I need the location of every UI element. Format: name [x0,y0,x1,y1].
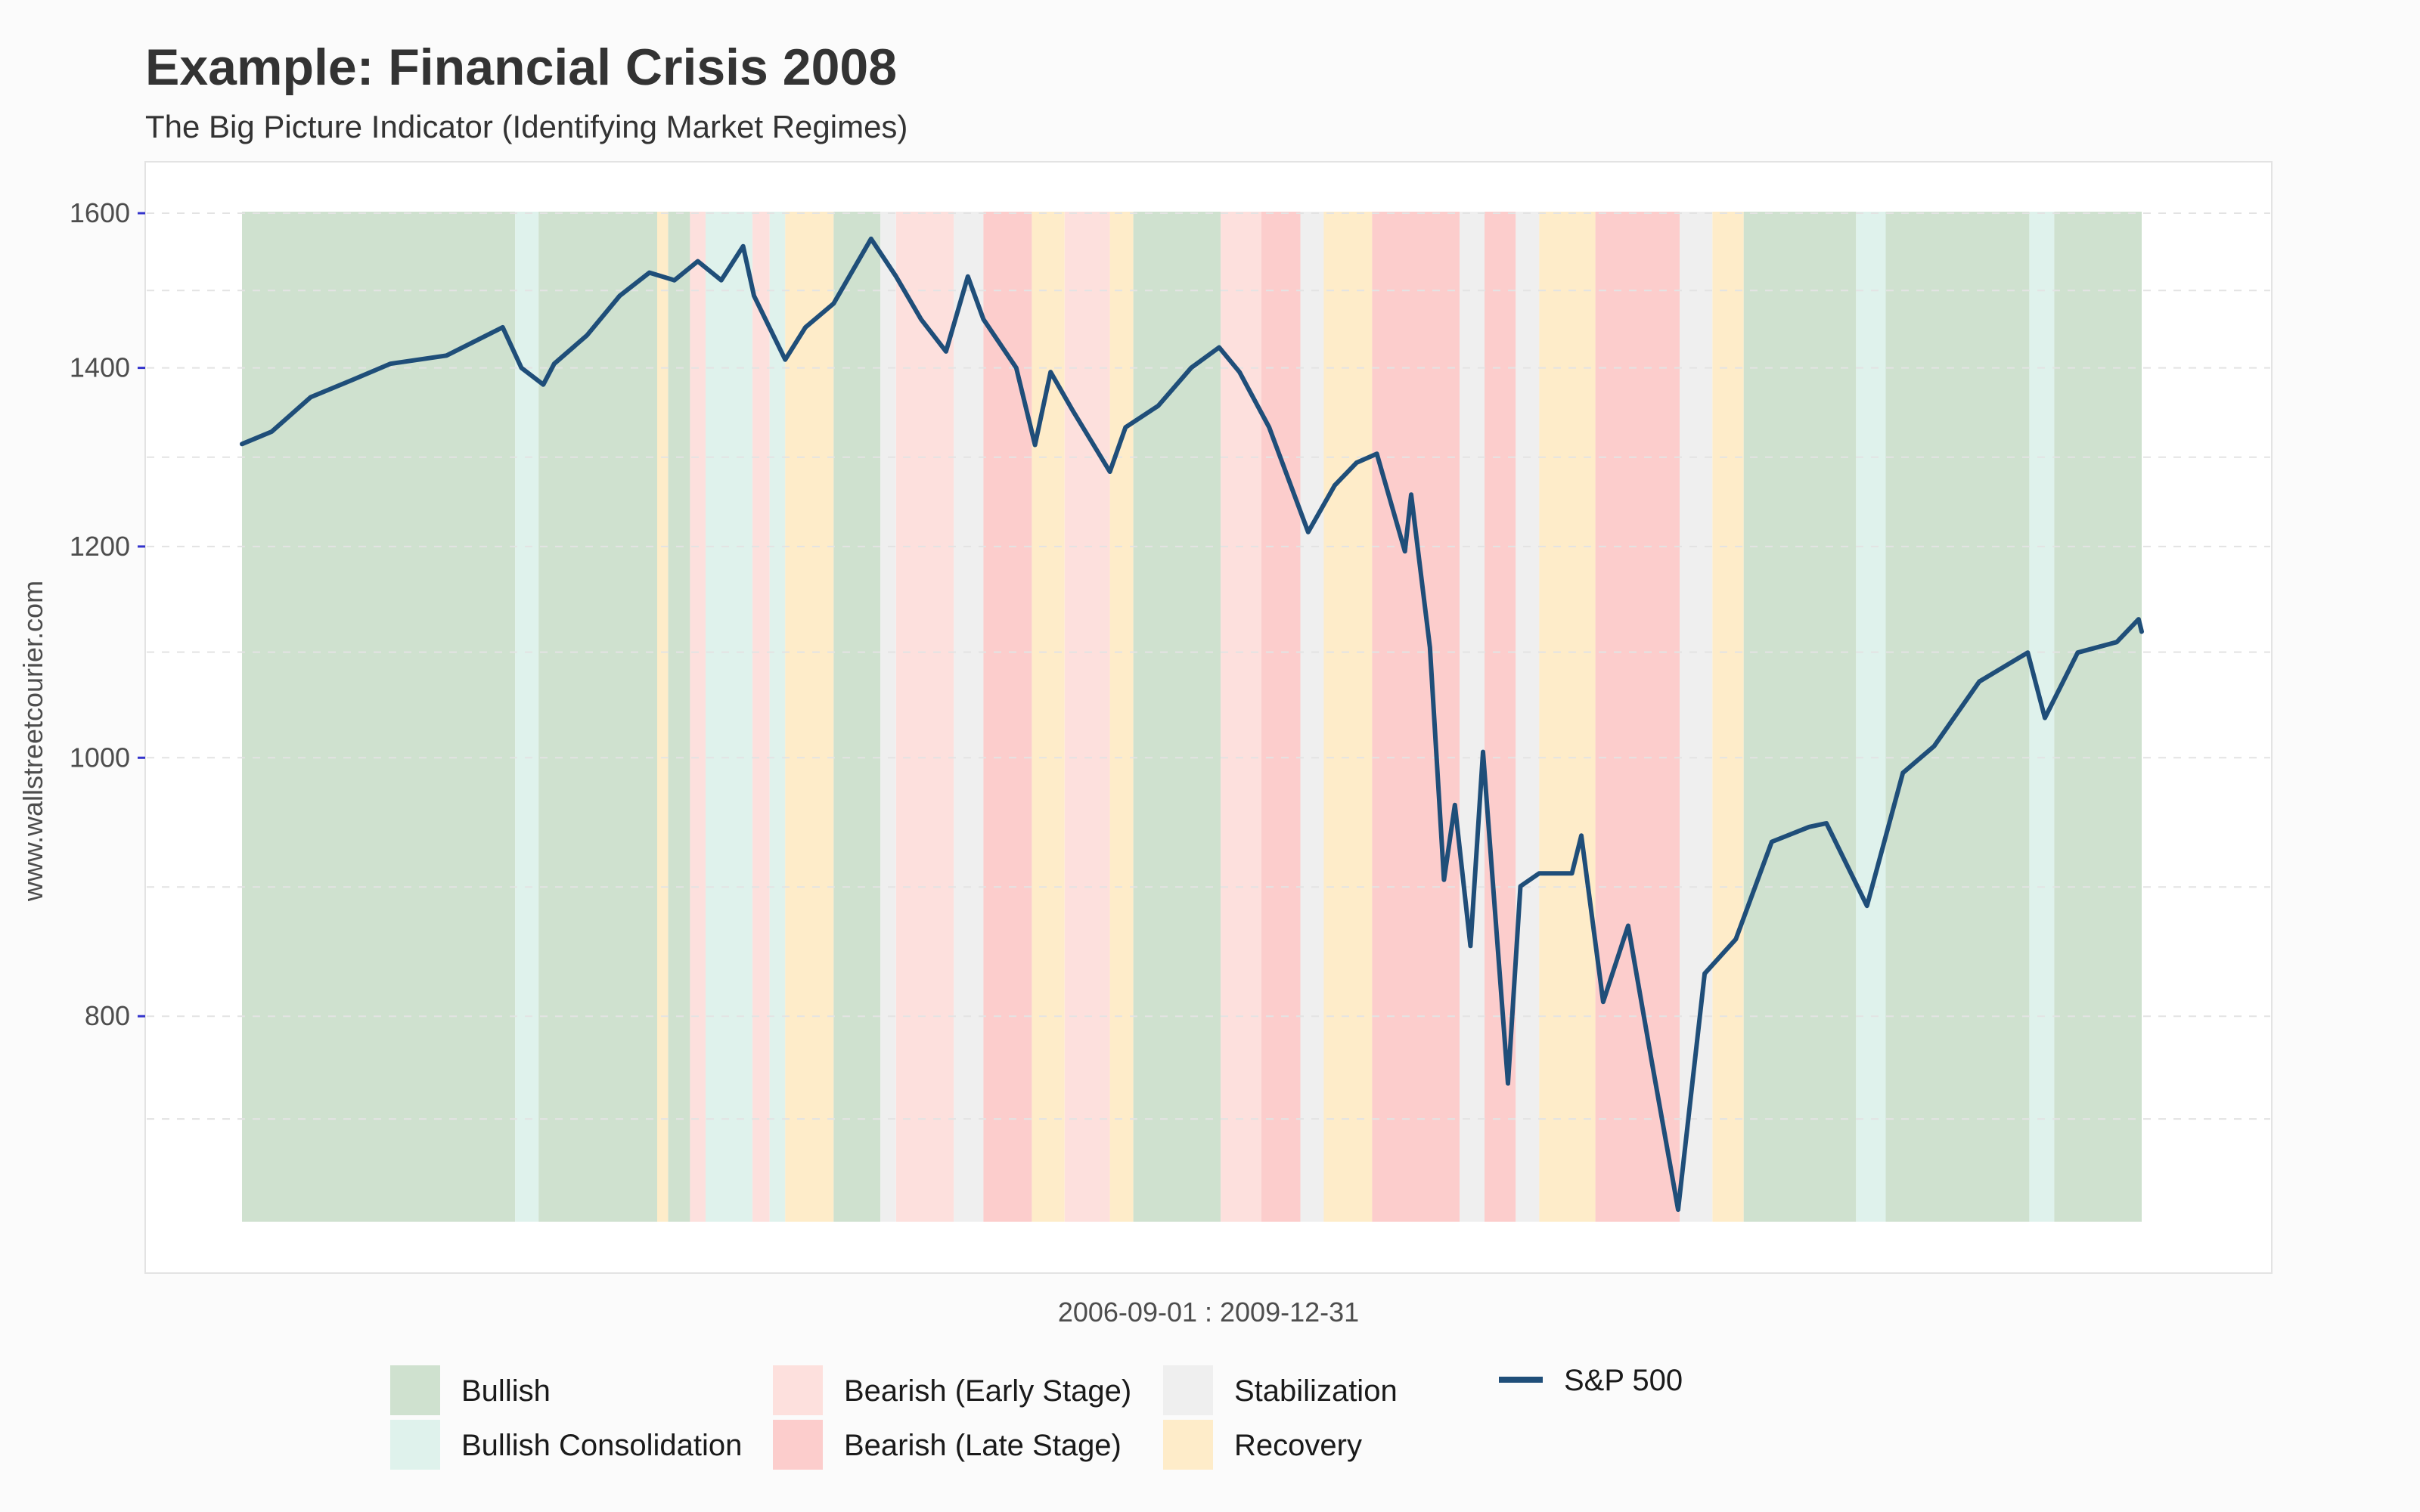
regime-band [1516,212,1540,1222]
regime-band [895,212,954,1222]
regime-band [1032,212,1065,1222]
y-tick-label: 800 [85,1000,130,1031]
regime-band [1856,212,1886,1222]
y-tick-label: 1600 [70,197,130,228]
y-tick-label: 1400 [70,352,130,383]
regime-band [1064,212,1110,1222]
regime-band [2029,212,2055,1222]
regime-band [769,212,786,1222]
regime-band [706,212,752,1222]
legend-swatch [1163,1365,1213,1415]
legend-label: Bullish [461,1374,551,1408]
regime-band [1743,212,1857,1222]
regime-band [1712,212,1744,1222]
regime-band [785,212,834,1222]
legend: Bullish Bullish Consolidation Bearish (Ear… [390,1364,1683,1470]
y-axis-title: www.wallstreetcourier.com [17,581,48,902]
y-tick-label: 1000 [70,742,130,773]
regime-band [1323,212,1373,1222]
regime-band [983,212,1032,1222]
regime-band [1133,212,1221,1222]
regime-band [1372,212,1460,1222]
legend-swatch [1163,1420,1213,1470]
regime-band [1460,212,1485,1222]
regime-band [657,212,669,1222]
legend-label: Stabilization [1234,1374,1398,1408]
regime-band [954,212,984,1222]
regime-band [1885,212,2030,1222]
chart-subtitle: The Big Picture Indicator (Identifying M… [145,109,908,144]
legend-label: Bearish (Early Stage) [844,1374,1131,1408]
legend-swatch [773,1365,823,1415]
regime-band [1109,212,1134,1222]
regime-band [1261,212,1301,1222]
regime-band [538,212,658,1222]
legend-swatch [390,1420,440,1470]
regime-band [1221,212,1261,1222]
y-axis: 800 1000 1200 1400 1600 [70,197,145,1031]
regime-bands [242,212,2142,1222]
series-lines [240,236,2144,1213]
chart-title: Example: Financial Crisis 2008 [145,39,897,96]
regime-band [1595,212,1680,1222]
gridlines [147,212,2270,1120]
regime-band [1539,212,1596,1222]
regime-band [242,212,516,1222]
regime-band [880,212,896,1222]
legend-label-series: S&P 500 [1564,1364,1683,1397]
regime-band [2054,212,2142,1222]
series-line-sp500 [240,236,2144,1213]
x-axis-title: 2006-09-01 : 2009-12-31 [1058,1297,1359,1328]
legend-label: Recovery [1234,1429,1362,1462]
regime-band [668,212,690,1222]
y-tick-label: 1200 [70,531,130,562]
regime-band [690,212,706,1222]
regime-band [1300,212,1324,1222]
legend-label: Bearish (Late Stage) [844,1429,1122,1462]
legend-label: Bullish Consolidation [461,1429,742,1462]
regime-band [752,212,770,1222]
legend-swatch [390,1365,440,1415]
regime-band [833,212,881,1222]
legend-swatch [773,1420,823,1470]
